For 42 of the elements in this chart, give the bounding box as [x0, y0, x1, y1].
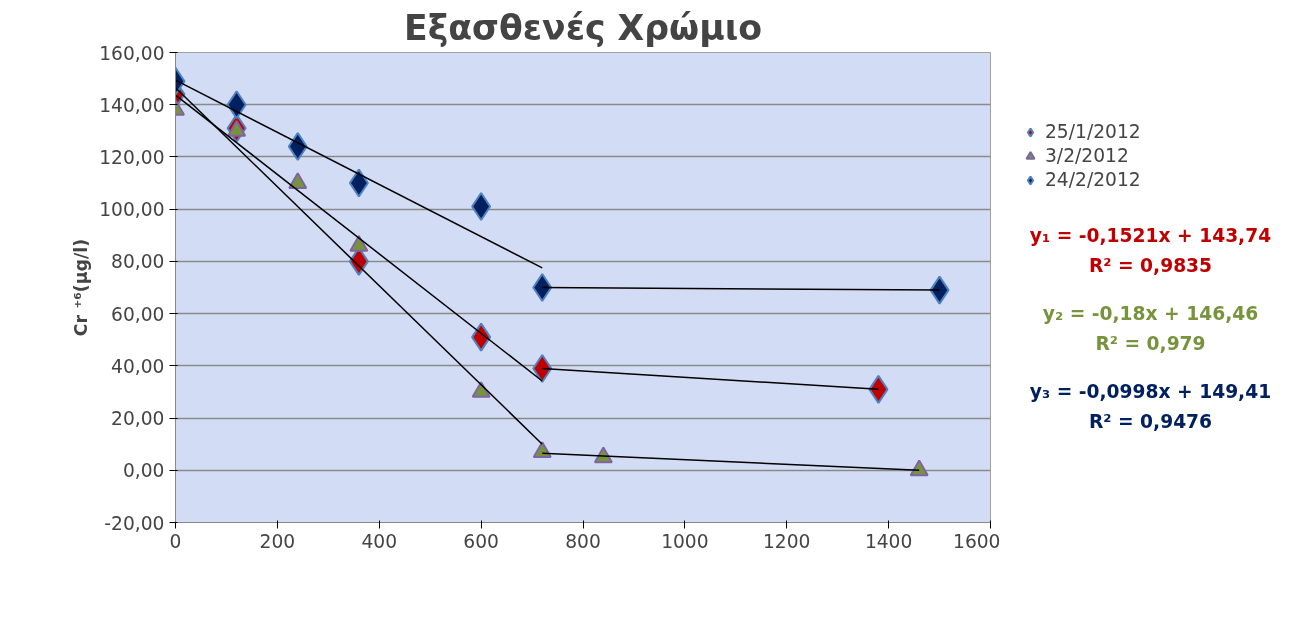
y-tick-label: 60,00	[111, 303, 165, 325]
x-tick-label: 200	[259, 530, 296, 552]
text: R² = 0,979	[1095, 332, 1206, 354]
chart-title: Εξασθενές Χρώμιο	[403, 7, 763, 48]
point	[909, 459, 929, 477]
point	[532, 441, 552, 458]
legend-label: 3/2/2012	[1045, 145, 1129, 166]
y-tick-label: 40,00	[111, 355, 165, 377]
legend-label: 25/1/2012	[1045, 121, 1141, 142]
x-tick-label: 800	[565, 530, 601, 552]
point	[471, 192, 492, 222]
x-tick-label: 400	[361, 530, 398, 552]
text: y₃ = -0,0998x + 149,41	[1029, 380, 1272, 402]
text: y₂ = -0,18x + 146,46	[1042, 302, 1259, 324]
x-tick-label: 1000	[661, 530, 709, 552]
y-tick-label: 0,00	[122, 460, 165, 482]
point	[226, 90, 247, 120]
x-tick-label: 1200	[763, 530, 811, 552]
x-tick-label: 600	[463, 530, 499, 552]
text: R² = 0,9835	[1088, 254, 1213, 276]
point	[929, 275, 950, 305]
x-tick-label: 1400	[864, 530, 913, 552]
x-tick-label: 1600	[953, 530, 1001, 552]
point	[348, 168, 369, 198]
point	[471, 322, 492, 352]
point	[868, 374, 889, 404]
y-tick-label: 120,00	[99, 146, 165, 168]
y-tick-label: 160,00	[99, 42, 165, 64]
y-tick-label: 80,00	[111, 251, 165, 273]
point	[287, 132, 308, 161]
y-tick-label: 20,00	[111, 408, 165, 430]
y-tick-label: 100,00	[99, 199, 165, 221]
y-tick-label: 140,00	[99, 94, 165, 116]
x-tick-label: 0	[169, 530, 182, 552]
text: R² = 0,9476	[1088, 410, 1213, 432]
point	[532, 353, 553, 383]
y-axis-title: Cr ⁺⁶(μg/l)	[71, 238, 92, 337]
y-tick-label: -20,00	[104, 512, 165, 534]
point	[532, 273, 553, 302]
legend-label: 24/2/2012	[1045, 169, 1141, 190]
text: y₁ = -0,1521x + 143,74	[1029, 224, 1272, 246]
point	[471, 381, 491, 398]
